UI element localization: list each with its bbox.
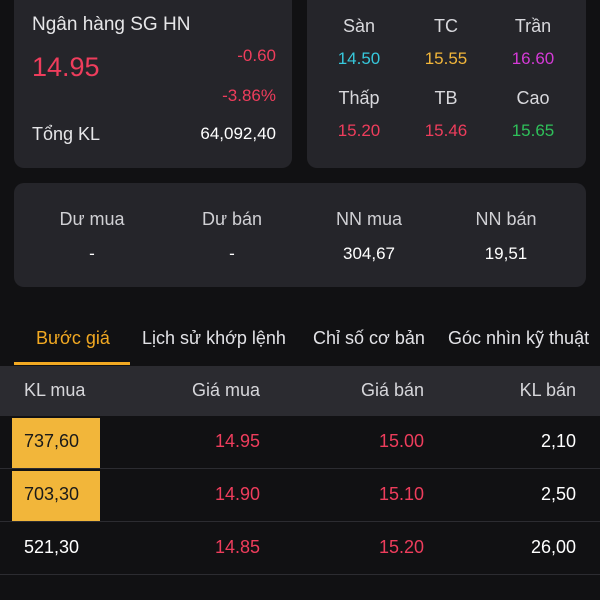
volume-highlight <box>12 471 100 521</box>
ref-label: Sàn <box>342 16 376 36</box>
sell-volume: 2,10 <box>540 431 576 451</box>
table-row[interactable]: 521,30 14.85 15.20 26,00 <box>0 522 600 575</box>
ref-value: 14.50 <box>337 49 381 68</box>
tab-technical-view[interactable]: Góc nhìn kỹ thuật <box>448 328 590 348</box>
ref-average: TB 15.46 <box>401 88 491 141</box>
volume-highlight <box>12 418 100 468</box>
foreign-buy: NN mua 304,67 <box>299 209 439 264</box>
ask-price: 15.10 <box>378 484 424 504</box>
foreign-sell: NN bán 19,51 <box>436 209 576 264</box>
total-volume-value: 64,092,40 <box>200 124 276 143</box>
ref-label: TB <box>434 88 458 108</box>
header-buy-volume: KL mua <box>24 380 86 400</box>
surplus-buy-label: Dư mua <box>59 209 125 229</box>
bid-price: 14.85 <box>214 537 260 557</box>
table-row[interactable]: 703,30 14.90 15.10 2,50 <box>0 469 600 522</box>
ref-reference: TC 15.55 <box>401 16 491 69</box>
ask-price: 15.20 <box>378 537 424 557</box>
foreign-sell-label: NN bán <box>475 209 537 229</box>
ref-value: 16.60 <box>511 49 555 68</box>
quote-card: Ngân hàng SG HN 14.95 -0.60 -3.86% Tổng … <box>14 0 292 168</box>
foreign-buy-label: NN mua <box>335 209 402 229</box>
foreign-sell-value: 19,51 <box>484 244 528 263</box>
ref-ceiling: Trần 16.60 <box>488 16 578 69</box>
bid-price: 14.90 <box>214 484 260 504</box>
ref-floor: Sàn 14.50 <box>314 16 404 69</box>
ref-value: 15.55 <box>424 49 468 68</box>
sell-volume: 26,00 <box>530 537 576 557</box>
ref-label: TC <box>434 16 458 36</box>
ref-value: 15.46 <box>424 121 468 140</box>
detail-tabs: Bước giá Lịch sử khớp lệnh Chỉ số cơ bản… <box>0 318 600 366</box>
surplus-buy-value: - <box>89 244 95 263</box>
ref-low: Thấp 15.20 <box>314 88 404 141</box>
header-ask-price: Giá bán <box>360 380 424 400</box>
price-change: -0.60 <box>237 46 276 65</box>
ref-label: Thấp <box>338 88 380 108</box>
ask-price: 15.00 <box>378 431 424 451</box>
current-price: 14.95 <box>32 52 100 82</box>
foreign-buy-value: 304,67 <box>343 244 395 263</box>
sell-volume: 2,50 <box>540 484 576 504</box>
foreign-trading-card: Dư mua - Dư bán - NN mua 304,67 NN bán 1… <box>14 183 586 287</box>
buy-volume: 521,30 <box>24 537 80 557</box>
ref-label: Trần <box>514 16 552 36</box>
tab-fundamentals[interactable]: Chỉ số cơ bản <box>313 328 425 348</box>
reference-prices-card: Sàn 14.50 TC 15.55 Trần 16.60 Thấp 15.20… <box>307 0 586 168</box>
tab-price-steps[interactable]: Bước giá <box>36 328 110 348</box>
ref-value: 15.20 <box>337 121 381 140</box>
buy-volume: 703,30 <box>24 484 80 504</box>
surplus-sell: Dư bán - <box>162 209 302 264</box>
table-row[interactable]: 737,60 14.95 15.00 2,10 <box>0 416 600 469</box>
header-sell-volume: KL bán <box>519 380 576 400</box>
price-change-percent: -3.86% <box>222 86 276 105</box>
ref-value: 15.65 <box>511 121 555 140</box>
stock-name: Ngân hàng SG HN <box>32 14 191 35</box>
header-bid-price: Giá mua <box>191 380 260 400</box>
surplus-sell-value: - <box>229 244 235 263</box>
surplus-buy: Dư mua - <box>22 209 162 264</box>
ref-high: Cao 15.65 <box>488 88 578 141</box>
buy-volume: 737,60 <box>24 431 80 451</box>
tab-match-history[interactable]: Lịch sử khớp lệnh <box>142 328 286 348</box>
bid-price: 14.95 <box>214 431 260 451</box>
ref-label: Cao <box>516 88 550 108</box>
active-tab-indicator <box>14 362 130 365</box>
order-book-header: KL mua Giá mua Giá bán KL bán <box>0 366 600 416</box>
total-volume-label: Tổng KL <box>32 124 101 144</box>
surplus-sell-label: Dư bán <box>201 209 263 229</box>
